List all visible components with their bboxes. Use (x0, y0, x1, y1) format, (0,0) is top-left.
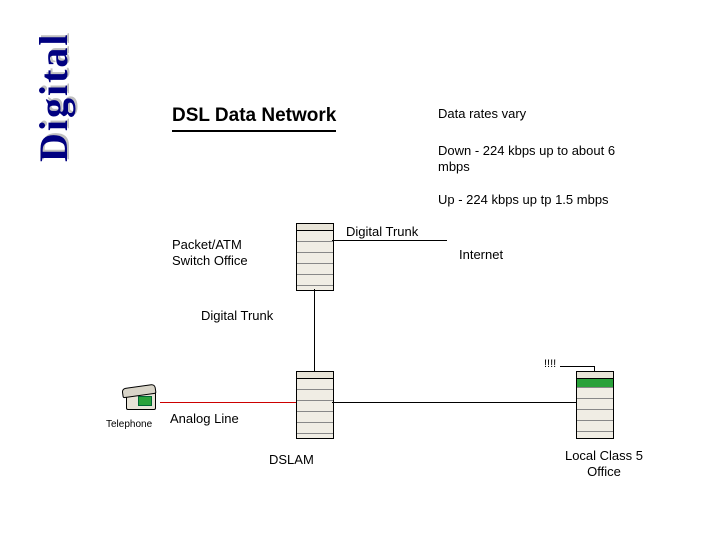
label-digital-trunk-mid: Digital Trunk (201, 308, 273, 324)
diagram-canvas: Digital DSL Data Network Data rates vary… (0, 0, 720, 540)
rates-vary: Data rates vary (438, 106, 526, 122)
node-dslam-rack (296, 371, 334, 439)
node-class5-rack (576, 371, 614, 439)
title: DSL Data Network (172, 104, 336, 132)
rates-down: Down - 224 kbps up to about 6 mbps (438, 143, 648, 176)
edge-switch-dslam (314, 289, 315, 371)
label-internet: Internet (459, 247, 503, 263)
wordart-digital: Digital (30, 32, 77, 162)
edge-phone-dslam (160, 402, 296, 403)
telephone-icon (120, 384, 160, 410)
label-telephone: Telephone (106, 419, 152, 432)
label-packet-atm: Packet/ATM Switch Office (172, 237, 282, 270)
rates-up: Up - 224 kbps up tp 1.5 mbps (438, 192, 688, 208)
label-dslam: DSLAM (269, 452, 314, 468)
edge-class5-excl-h (560, 366, 594, 367)
label-class5: Local Class 5 Office (549, 448, 659, 481)
node-switch-rack (296, 223, 334, 291)
edge-switch-internet (332, 240, 447, 241)
label-digital-trunk-top: Digital Trunk (346, 224, 418, 240)
label-analog-line: Analog Line (170, 411, 239, 427)
label-excl: !!!! (544, 358, 556, 372)
edge-dslam-class5 (332, 402, 576, 403)
